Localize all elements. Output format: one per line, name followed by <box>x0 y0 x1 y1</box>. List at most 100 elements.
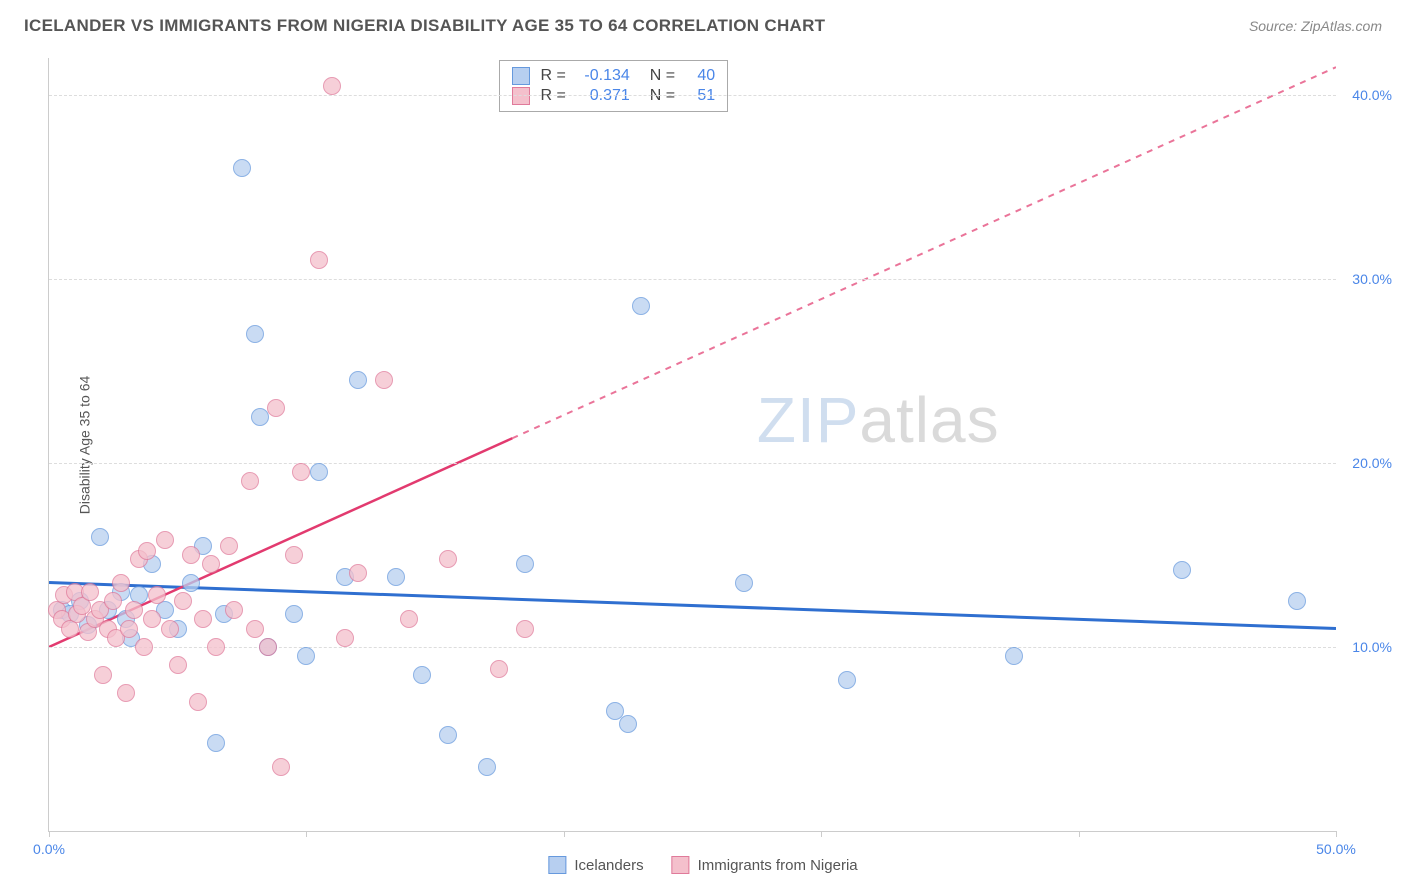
chart-title: ICELANDER VS IMMIGRANTS FROM NIGERIA DIS… <box>24 16 825 36</box>
data-point <box>349 564 367 582</box>
data-point <box>161 620 179 638</box>
data-point <box>169 656 187 674</box>
series-swatch <box>512 67 530 85</box>
data-point <box>120 620 138 638</box>
r-label: R = <box>540 67 565 85</box>
x-tick-label: 50.0% <box>1316 841 1356 857</box>
data-point <box>400 610 418 628</box>
data-point <box>104 592 122 610</box>
data-point <box>233 159 251 177</box>
data-point <box>143 610 161 628</box>
series-swatch <box>672 856 690 874</box>
scatter-chart: Disability Age 35 to 64 ZIPatlas R = -0.1… <box>48 58 1336 832</box>
data-point <box>156 531 174 549</box>
data-point <box>478 758 496 776</box>
data-point <box>246 325 264 343</box>
data-point <box>375 371 393 389</box>
data-point <box>182 574 200 592</box>
data-point <box>285 605 303 623</box>
data-point <box>135 638 153 656</box>
legend-label: Immigrants from Nigeria <box>698 857 858 874</box>
data-point <box>138 542 156 560</box>
legend-item: Icelanders <box>548 856 643 874</box>
data-point <box>112 574 130 592</box>
data-point <box>91 528 109 546</box>
data-point <box>490 660 508 678</box>
data-point <box>310 463 328 481</box>
data-point <box>297 647 315 665</box>
data-point <box>439 550 457 568</box>
data-point <box>207 638 225 656</box>
data-point <box>1005 647 1023 665</box>
data-point <box>174 592 192 610</box>
x-tick <box>306 831 307 837</box>
data-point <box>439 726 457 744</box>
x-tick <box>1079 831 1080 837</box>
n-value: 51 <box>685 87 715 105</box>
n-label: N = <box>650 87 675 105</box>
data-point <box>220 537 238 555</box>
data-point <box>182 546 200 564</box>
data-point <box>267 399 285 417</box>
data-point <box>94 666 112 684</box>
gridline <box>49 647 1336 648</box>
r-value: 0.371 <box>576 87 630 105</box>
data-point <box>117 684 135 702</box>
watermark: ZIPatlas <box>757 383 1000 457</box>
data-point <box>225 601 243 619</box>
r-label: R = <box>540 87 565 105</box>
data-point <box>292 463 310 481</box>
data-point <box>1173 561 1191 579</box>
gridline <box>49 463 1336 464</box>
data-point <box>285 546 303 564</box>
y-tick-label: 40.0% <box>1352 87 1392 103</box>
data-point <box>387 568 405 586</box>
data-point <box>413 666 431 684</box>
data-point <box>323 77 341 95</box>
data-point <box>241 472 259 490</box>
data-point <box>349 371 367 389</box>
legend-label: Icelanders <box>574 857 643 874</box>
r-value: -0.134 <box>576 67 630 85</box>
data-point <box>336 629 354 647</box>
stats-row: R = -0.134 N = 40 <box>512 67 715 85</box>
y-tick-label: 20.0% <box>1352 455 1392 471</box>
y-tick-label: 30.0% <box>1352 271 1392 287</box>
x-tick <box>49 831 50 837</box>
data-point <box>259 638 277 656</box>
watermark-part1: ZIP <box>757 384 860 456</box>
x-tick-label: 0.0% <box>33 841 65 857</box>
legend-item: Immigrants from Nigeria <box>672 856 858 874</box>
y-tick-label: 10.0% <box>1352 639 1392 655</box>
data-point <box>310 251 328 269</box>
data-point <box>735 574 753 592</box>
series-swatch <box>548 856 566 874</box>
series-swatch <box>512 87 530 105</box>
data-point <box>81 583 99 601</box>
data-point <box>125 601 143 619</box>
data-point <box>272 758 290 776</box>
data-point <box>246 620 264 638</box>
data-point <box>632 297 650 315</box>
n-value: 40 <box>685 67 715 85</box>
data-point <box>202 555 220 573</box>
data-point <box>619 715 637 733</box>
legend: Icelanders Immigrants from Nigeria <box>548 856 857 874</box>
data-point <box>148 586 166 604</box>
x-tick <box>1336 831 1337 837</box>
gridline <box>49 279 1336 280</box>
data-point <box>516 620 534 638</box>
data-point <box>189 693 207 711</box>
x-tick <box>564 831 565 837</box>
stats-row: R = 0.371 N = 51 <box>512 87 715 105</box>
gridline <box>49 95 1336 96</box>
data-point <box>838 671 856 689</box>
data-point <box>207 734 225 752</box>
data-point <box>194 610 212 628</box>
y-axis-label: Disability Age 35 to 64 <box>76 375 92 514</box>
source-label: Source: ZipAtlas.com <box>1249 18 1382 34</box>
watermark-part2: atlas <box>859 384 999 456</box>
n-label: N = <box>650 67 675 85</box>
x-tick <box>821 831 822 837</box>
data-point <box>1288 592 1306 610</box>
